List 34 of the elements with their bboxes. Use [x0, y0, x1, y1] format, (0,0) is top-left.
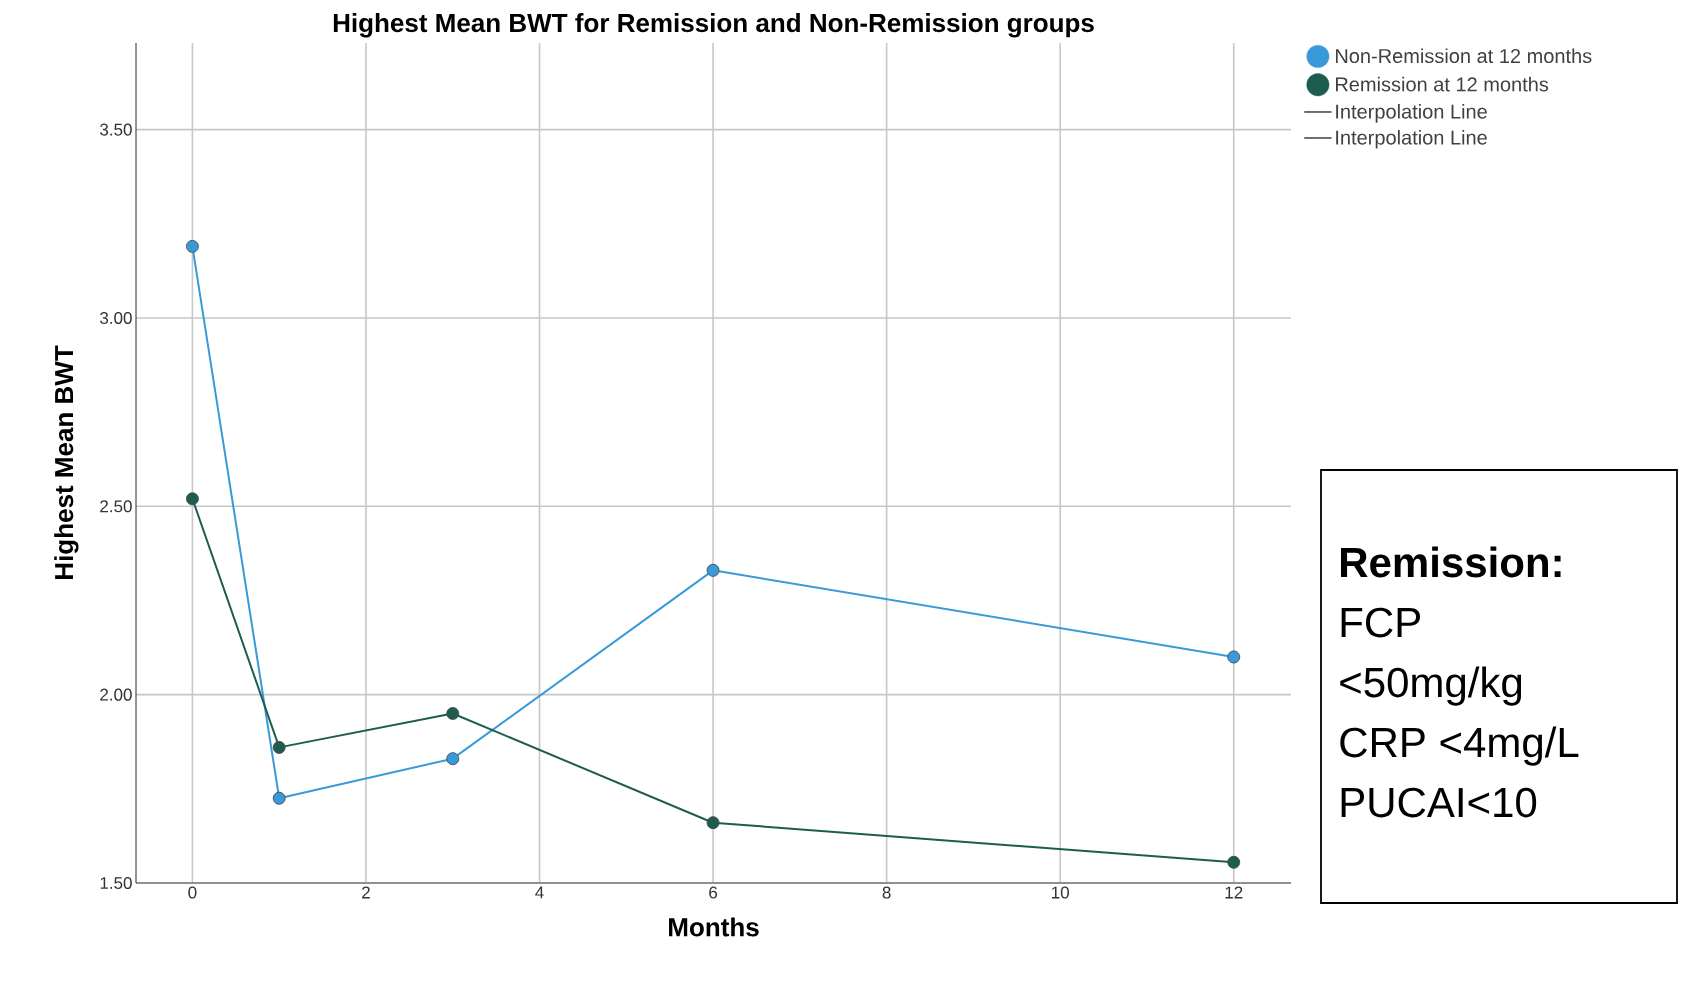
x-tick-label: 0 — [188, 886, 197, 899]
chart-title: Highest Mean BWT for Remission and Non-Remission groups — [333, 13, 1094, 38]
x-tick-label: 8 — [882, 886, 891, 899]
point — [1227, 855, 1241, 869]
x-axis-title: Months — [669, 917, 759, 937]
x-tick-label: 10 — [1052, 886, 1069, 899]
point — [272, 740, 286, 754]
y-tick-label: 1.50 — [100, 876, 132, 890]
text: <50mg/kg — [1340, 666, 1522, 706]
text: FCP — [1341, 607, 1420, 638]
point — [185, 492, 199, 506]
text: PUCAI<10 — [1341, 787, 1537, 818]
point — [1227, 650, 1241, 664]
y-tick-label: 3.50 — [100, 123, 132, 136]
point — [446, 707, 460, 720]
point — [706, 563, 720, 577]
x-tick-label: 12 — [1225, 886, 1243, 899]
text: Interpolation Line — [1336, 103, 1487, 123]
y-tick-label: 2.50 — [100, 500, 132, 513]
x-tick-label: 6 — [709, 886, 718, 899]
y-tick-label: 2.00 — [100, 688, 132, 701]
text: CRP <4mg/L — [1340, 726, 1579, 766]
y-axis-title: Highest Mean BWT — [54, 345, 79, 579]
legend-label: Remission at 12 months — [1336, 76, 1549, 92]
point — [706, 816, 720, 830]
point — [185, 239, 199, 253]
text: Remission: — [1341, 546, 1561, 578]
x-tick-label: 2 — [362, 886, 370, 899]
x-tick-label: 4 — [535, 886, 544, 899]
text: Interpolation Line — [1336, 129, 1487, 149]
y-tick-label: 3.00 — [100, 311, 132, 324]
legend-label: Non-Remission at 12 months — [1336, 48, 1592, 64]
point — [446, 752, 460, 766]
point — [272, 791, 286, 805]
